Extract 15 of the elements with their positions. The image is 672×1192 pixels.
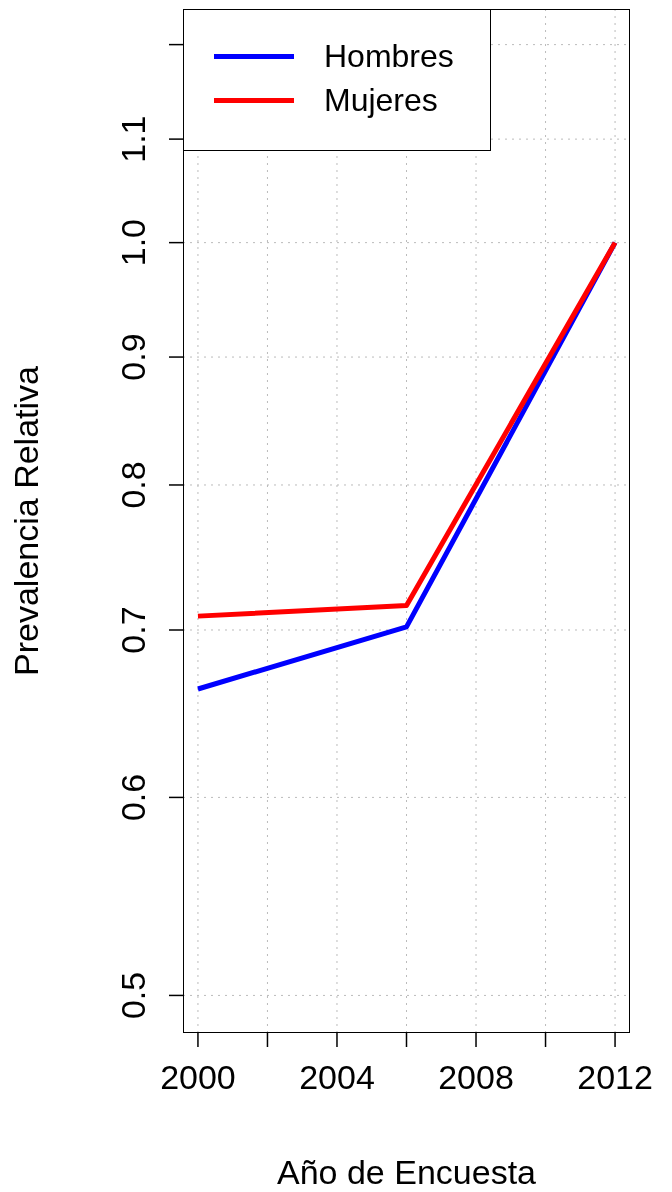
x-tick-label: 2004 — [299, 1058, 375, 1096]
y-tick-label: 0.8 — [114, 461, 152, 509]
y-tick-label: 0.5 — [114, 971, 152, 1020]
y-tick-label: 0.6 — [114, 773, 152, 822]
x-tick-label: 2000 — [160, 1058, 236, 1096]
legend-label: Hombres — [324, 37, 454, 75]
y-tick-label: 0.7 — [114, 606, 152, 654]
legend-label: Mujeres — [324, 81, 438, 119]
x-tick-label: 2012 — [577, 1058, 653, 1096]
y-tick-label: 1.1 — [114, 115, 152, 163]
y-tick-label: 1.0 — [114, 218, 152, 267]
y-tick-label: 0.9 — [114, 333, 152, 381]
x-tick-label: 2008 — [438, 1058, 514, 1096]
x-axis-title: Año de Encuesta — [277, 1153, 537, 1191]
y-axis-title: Prevalencia Relativa — [7, 365, 46, 676]
